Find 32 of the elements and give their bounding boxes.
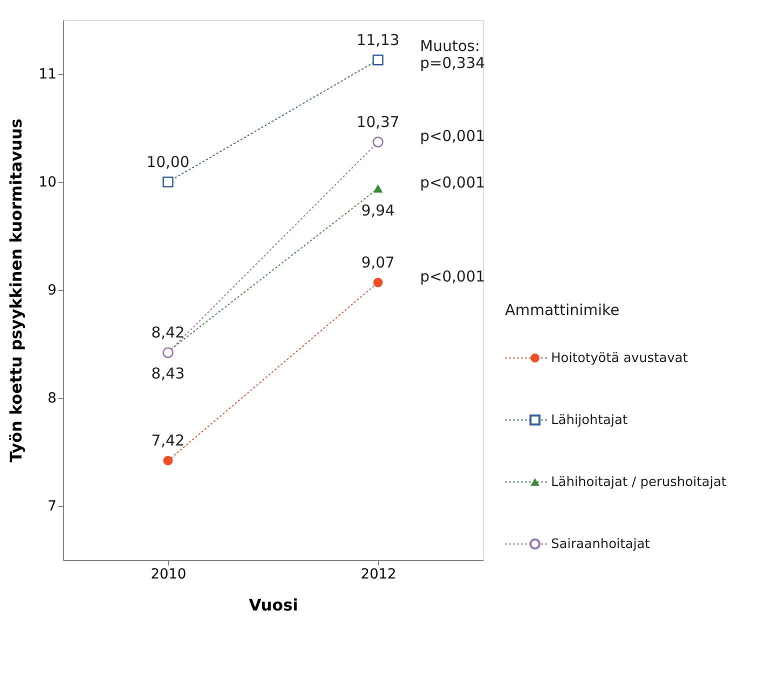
x-tick-label: 2010 [150,566,186,582]
y-tick-label: 10 [38,174,56,190]
point [372,136,384,148]
y-tick-label: 11 [38,66,56,82]
point [163,456,173,466]
data-label: 8,42 [151,324,185,342]
data-label: 10,37 [356,113,400,132]
data-label: 9,07 [361,253,395,272]
y-tick-label: 7 [48,498,56,514]
annotation: p<0,001 [420,127,486,146]
legend-label: Lähihoitajat / perushoitajat [551,475,726,490]
legend-label: Sairaanhoitajat [551,537,650,552]
x-axis-title: Vuosi [248,596,298,614]
point [162,347,174,358]
legend-label: Hoitotyötä avustavat [551,351,688,366]
y-tick-label: 8 [48,390,56,406]
data-label: 10,00 [146,153,190,171]
y-tick-label: 9 [48,282,56,298]
annotation: p<0,001 [420,267,486,286]
data-label: 7,42 [151,432,185,450]
annotation: Muutos: p=0,334 [420,36,486,72]
data-label: 9,94 [361,201,395,220]
data-label: 8,43 [151,364,185,383]
legend-label: Lähijohtajat [551,413,628,428]
point [372,54,384,66]
annotation: p<0,001 [420,173,486,192]
point [373,278,383,288]
data-label: 11,13 [356,30,400,49]
x-tick-label: 2012 [360,566,396,582]
y-axis-title: Työn koettu psyykkinen kuormitavuus [6,118,26,462]
point [162,176,174,188]
legend-title: Ammattinimike [505,301,620,319]
